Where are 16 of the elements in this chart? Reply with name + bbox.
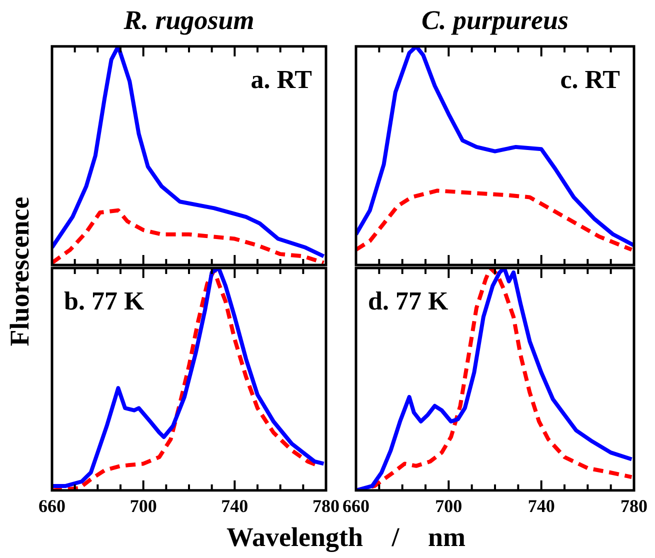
annotation: b. 77 K	[64, 286, 145, 316]
x-tick-label: 740	[528, 496, 555, 516]
chart-title: C. purpureus	[421, 5, 569, 36]
x-tick-label: 780	[312, 496, 340, 516]
annotation: c. RT	[560, 65, 620, 94]
x-tick-label: 660	[38, 496, 66, 516]
x-tick-label: 660	[342, 496, 370, 516]
x-tick-label: 740	[221, 496, 248, 516]
x-tick-label: 700	[130, 496, 157, 516]
annotation: d. 77 K	[368, 286, 449, 316]
chart-title: R. rugosum	[122, 5, 254, 36]
x-axis-title: Wavelength / nm	[225, 522, 466, 553]
y-axis-title: Fluorescence	[4, 196, 36, 348]
annotation: a. RT	[250, 65, 312, 94]
x-tick-label: 780	[620, 496, 648, 516]
x-tick-label: 700	[435, 496, 462, 516]
